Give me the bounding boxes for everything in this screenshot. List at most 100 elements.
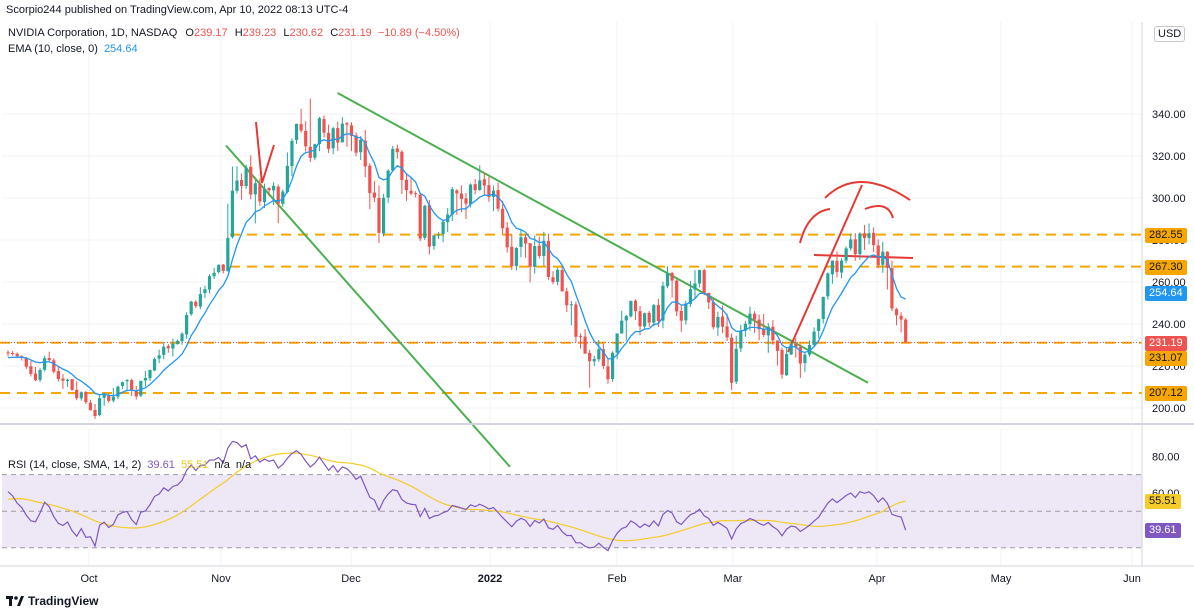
candle-body (720, 316, 725, 327)
candle-body (157, 355, 161, 359)
candle-body (239, 179, 244, 187)
change-value: −10.89 (−4.50%) (377, 27, 460, 39)
candle-body (514, 247, 518, 267)
time-tick-label: 2022 (478, 573, 502, 585)
candle-body (537, 245, 541, 256)
symbol-name: NVIDIA Corporation, 1D, NASDAQ (8, 27, 178, 39)
candle-body (15, 353, 19, 357)
rsi-na-1: n/a (214, 459, 230, 471)
candle-body (473, 184, 477, 191)
candle-body (125, 380, 129, 382)
candle-body (519, 237, 523, 247)
trend-drawings (225, 92, 914, 468)
candle-body (766, 326, 770, 336)
candle-body (52, 360, 56, 372)
price-tick-label: 200.00 (1152, 403, 1186, 415)
ema-label: EMA (10, close, 0) (8, 43, 98, 55)
candle-body (693, 283, 697, 290)
ema-line-group (7, 133, 906, 397)
candle-body (647, 312, 651, 323)
candle-body (775, 340, 780, 351)
candle-body (752, 313, 757, 320)
candle-body (56, 371, 60, 380)
candle-body (290, 140, 294, 167)
price-tick-label: 300.00 (1152, 193, 1186, 205)
rsi-band-area (2, 474, 1142, 549)
candle-body (661, 285, 665, 321)
candle-body (533, 246, 537, 267)
candle-body (785, 354, 789, 376)
candle-body (505, 227, 509, 248)
candle-body (899, 315, 903, 320)
candle-body (583, 336, 587, 354)
candle-body (789, 343, 793, 355)
candle-body (152, 359, 157, 371)
candle-body (436, 234, 441, 236)
candle-body (853, 239, 857, 255)
candle-body (294, 123, 299, 141)
candle-body (450, 189, 454, 215)
candle-body (844, 248, 848, 261)
candle-body (629, 300, 633, 317)
candle-body (24, 358, 28, 367)
candle-body (839, 260, 844, 273)
candle-body (551, 277, 555, 282)
candle-body (624, 316, 628, 321)
candle-body (620, 320, 624, 334)
candle-body (423, 205, 427, 238)
candle-body (743, 323, 747, 331)
tradingview-logo-icon (6, 596, 24, 606)
open-value: 239.17 (193, 27, 228, 39)
candlestick-series (6, 98, 908, 419)
candle-body (304, 131, 308, 147)
candle-body (414, 193, 418, 195)
candle-body (574, 304, 578, 337)
candle-body (180, 333, 184, 342)
candle-body (679, 310, 683, 321)
candle-body (175, 340, 180, 345)
candle-body (102, 394, 106, 398)
candle-body (107, 394, 111, 401)
rsi-line (7, 440, 907, 552)
candle-body (340, 123, 344, 143)
candle-body (203, 289, 207, 294)
candle-body (501, 208, 505, 229)
close-value: 231.19 (338, 27, 372, 39)
candle-body (556, 269, 560, 282)
close-label: C (330, 27, 339, 39)
currency-button[interactable]: USD (1154, 26, 1186, 42)
candle-body (890, 268, 894, 309)
candle-body (748, 313, 752, 325)
symbol-legend[interactable]: NVIDIA Corporation, 1D, NASDAQ O239.17 H… (8, 27, 460, 39)
rsi-label: RSI (14, close, SMA, 14, 2) (8, 459, 142, 471)
candle-body (166, 346, 170, 349)
ema-legend[interactable]: EMA (10, close, 0) 254.64 (8, 43, 138, 55)
tradingview-brand[interactable]: TradingView (6, 594, 98, 608)
candle-body (510, 246, 514, 267)
candle-body (395, 148, 399, 153)
rsi-legend[interactable]: RSI (14, close, SMA, 14, 2) 39.61 55.51 … (8, 459, 251, 471)
pattern-drawing (864, 205, 894, 219)
candle-body (675, 280, 679, 312)
price-tag: 267.30 (1145, 259, 1187, 275)
candle-body (569, 304, 573, 306)
candle-body (711, 301, 715, 328)
candle-body (276, 186, 280, 204)
candle-body (665, 273, 670, 287)
candle-body (93, 409, 97, 416)
candle-body (849, 239, 853, 249)
candle-body (610, 352, 615, 380)
candle-body (143, 377, 147, 381)
candle-body (148, 369, 152, 379)
candle-body (707, 292, 711, 303)
candle-body (798, 347, 802, 364)
candle-body (904, 319, 908, 343)
time-tick-label: Nov (211, 573, 231, 585)
candle-body (198, 294, 202, 307)
candle-body (464, 198, 468, 204)
pattern-drawing (255, 121, 275, 184)
candle-body (867, 233, 871, 238)
candle-body (565, 291, 569, 306)
candle-body (363, 140, 367, 167)
candle-body (739, 330, 743, 349)
